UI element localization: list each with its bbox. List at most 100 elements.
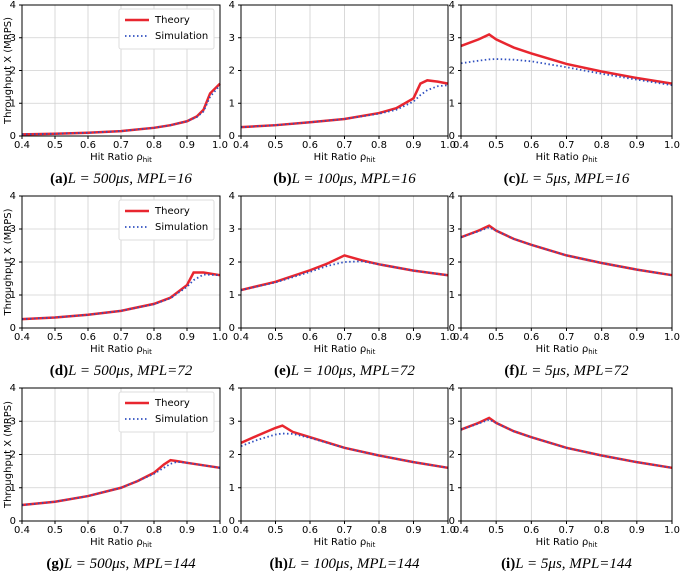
y-axis-label: Throughput X (MRPS) xyxy=(3,401,14,509)
x-tick-label: 0.4 xyxy=(453,525,469,536)
x-axis-label-main: Hit Ratio ρ xyxy=(90,537,143,548)
plot-frame xyxy=(460,387,673,522)
x-tick-label: 0.6 xyxy=(302,332,318,343)
y-tick-label: 3 xyxy=(229,224,235,235)
caption-label: (f) xyxy=(504,363,519,379)
y-tick-label: 3 xyxy=(449,33,455,44)
x-tick-label: 1.0 xyxy=(664,332,680,343)
y-tick-label: 2 xyxy=(229,257,235,268)
x-tick-label: 0.5 xyxy=(47,140,63,151)
series-line xyxy=(240,432,449,469)
series-line xyxy=(460,33,673,85)
x-tick-label: 0.8 xyxy=(146,332,162,343)
plot-frame xyxy=(21,195,221,329)
y-tick-label: 2 xyxy=(229,450,235,461)
y-tick-label: 1 xyxy=(449,290,455,301)
y-tick-label: 1 xyxy=(449,98,455,109)
caption-text: L = 500μs, MPL=72 xyxy=(67,363,193,379)
legend-label: Theory xyxy=(154,206,190,217)
x-axis-label: Hit Ratio ρhit xyxy=(90,344,152,356)
caption-label: (c) xyxy=(504,171,521,187)
series-line xyxy=(240,79,449,129)
x-tick-label: 0.9 xyxy=(629,332,645,343)
x-tick-label: 0.9 xyxy=(406,140,422,151)
caption-label: (b) xyxy=(273,171,291,187)
caption-label: (g) xyxy=(46,556,64,571)
y-tick-label: 4 xyxy=(229,383,235,394)
y-tick-label: 3 xyxy=(10,224,16,235)
x-axis-label: Hit Ratio ρhit xyxy=(314,344,376,356)
y-tick-label: 0 xyxy=(449,516,455,527)
y-axis-label: Throughput X (MRPS) xyxy=(3,208,14,316)
x-tick-label: 1.0 xyxy=(212,525,228,536)
plot-frame xyxy=(21,387,221,522)
x-tick-label: 0.9 xyxy=(406,525,422,536)
y-tick-label: 2 xyxy=(10,450,16,461)
legend-label: Simulation xyxy=(155,222,208,233)
x-axis-label-main: Hit Ratio ρ xyxy=(314,344,367,355)
x-axis-label-sub: hit xyxy=(366,541,375,549)
caption: (h)L = 100μs, MPL=144 xyxy=(269,556,420,571)
plot-frame xyxy=(460,4,673,137)
y-tick-label: 1 xyxy=(10,290,16,301)
y-tick-label: 3 xyxy=(449,224,455,235)
caption: (g)L = 500μs, MPL=144 xyxy=(46,556,196,571)
caption-label: (h) xyxy=(269,556,287,571)
caption-label: (i) xyxy=(501,556,515,571)
y-tick-label: 4 xyxy=(229,191,235,202)
x-tick-label: 0.7 xyxy=(113,140,129,151)
series-line xyxy=(460,416,673,470)
x-axis-label: Hit Ratio ρhit xyxy=(314,537,376,549)
x-tick-label: 0.4 xyxy=(453,140,469,151)
x-tick-label: 0.8 xyxy=(371,525,387,536)
x-tick-label: 0.6 xyxy=(302,140,318,151)
x-axis-label: Hit Ratio ρhit xyxy=(90,152,152,164)
x-tick-label: 0.5 xyxy=(268,525,284,536)
x-tick-label: 1.0 xyxy=(212,140,228,151)
y-tick-label: 2 xyxy=(449,257,455,268)
x-tick-label: 0.9 xyxy=(179,525,195,536)
series-line xyxy=(240,84,449,129)
y-tick-label: 1 xyxy=(229,290,235,301)
y-tick-label: 4 xyxy=(10,383,16,394)
x-axis-label: Hit Ratio ρhit xyxy=(90,537,152,549)
y-tick-label: 1 xyxy=(449,483,455,494)
plot-frame xyxy=(21,4,221,137)
x-tick-label: 0.6 xyxy=(523,140,539,151)
x-tick-label: 0.4 xyxy=(14,332,30,343)
x-axis-label-main: Hit Ratio ρ xyxy=(90,152,143,163)
y-tick-label: 0 xyxy=(449,131,455,142)
caption-text: L = 100μs, MPL=144 xyxy=(287,556,420,571)
x-tick-label: 0.4 xyxy=(233,140,249,151)
x-tick-label: 0.6 xyxy=(523,332,539,343)
caption: (d)L = 500μs, MPL=72 xyxy=(50,363,193,379)
y-tick-label: 1 xyxy=(10,483,16,494)
x-tick-label: 0.8 xyxy=(371,332,387,343)
caption: (c)L = 5μs, MPL=16 xyxy=(504,171,630,187)
x-axis-label-main: Hit Ratio ρ xyxy=(314,537,367,548)
x-tick-label: 0.5 xyxy=(47,332,63,343)
y-tick-label: 4 xyxy=(10,0,16,11)
caption-text: L = 5μs, MPL=16 xyxy=(519,171,630,187)
x-axis-label-sub: hit xyxy=(366,156,375,164)
y-tick-label: 3 xyxy=(10,416,16,427)
caption-text: L = 100μs, MPL=16 xyxy=(291,171,417,187)
x-tick-label: 0.7 xyxy=(113,332,129,343)
x-tick-label: 0.9 xyxy=(179,332,195,343)
y-axis-label: Throughput X (MRPS) xyxy=(3,17,14,125)
series-line xyxy=(460,226,673,277)
y-tick-label: 2 xyxy=(10,257,16,268)
x-axis-label-main: Hit Ratio ρ xyxy=(536,344,589,355)
y-tick-label: 2 xyxy=(449,66,455,77)
x-tick-label: 1.0 xyxy=(664,140,680,151)
x-axis-label-main: Hit Ratio ρ xyxy=(536,152,589,163)
plot-frame xyxy=(240,195,449,329)
x-axis-label-main: Hit Ratio ρ xyxy=(536,537,589,548)
caption-text: L = 100μs, MPL=72 xyxy=(290,363,416,379)
x-tick-label: 0.8 xyxy=(594,332,610,343)
x-tick-label: 0.9 xyxy=(629,525,645,536)
x-tick-label: 0.5 xyxy=(488,525,504,536)
